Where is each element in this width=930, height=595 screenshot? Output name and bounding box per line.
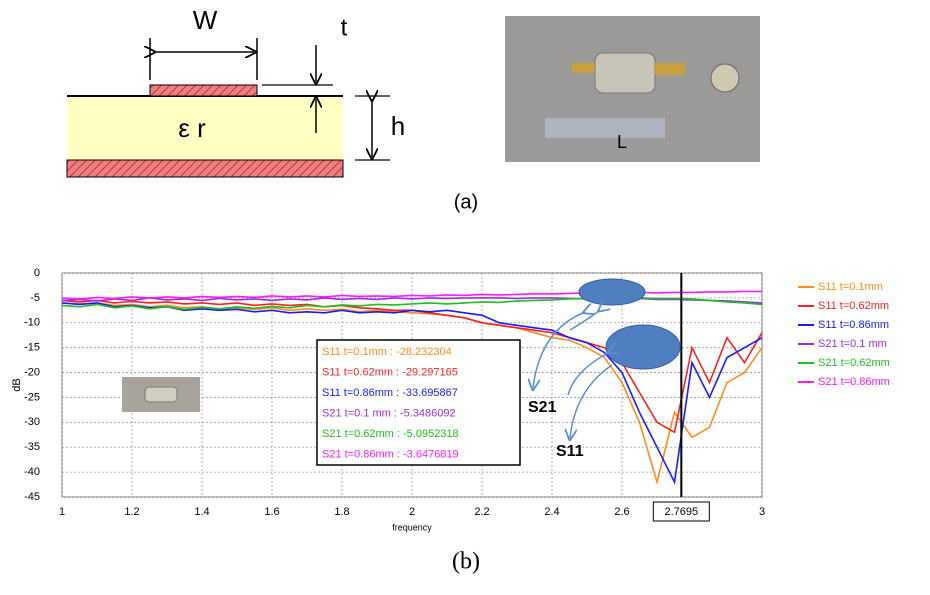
y-axis-label: dB — [11, 378, 23, 391]
readout-box — [317, 340, 520, 465]
y-tick-label: -40 — [24, 466, 40, 478]
y-tick-label: -25 — [24, 391, 40, 403]
highlight — [579, 279, 645, 305]
y-tick-label: -15 — [24, 342, 40, 354]
readout: S21 t=0.1 mm : -5.3486092 — [322, 407, 456, 419]
x-tick-label: 1.4 — [194, 506, 209, 518]
highlight — [606, 325, 680, 369]
legend-label: S21 t=0.1 mm — [818, 338, 887, 350]
x-tick-label: 1.6 — [264, 506, 279, 518]
chart: 0 -5 -10 -15 -20 -25 -30 -35 -40 -45 1 1.2 1.4 1.6 1.8… — [11, 267, 890, 532]
y-tick-label: -45 — [24, 491, 40, 503]
connector — [655, 63, 685, 75]
photo-shadow — [545, 118, 665, 138]
figure: W t ε r h L (a) (b) 0 -5 -10 -15 -20 -25 -30 -3… — [0, 0, 930, 590]
y-tick-label: 0 — [34, 267, 40, 279]
annotation: S21 — [528, 399, 557, 416]
legend-label: S11 t=0.62mm — [818, 300, 889, 312]
marker-label: 2.7695 — [664, 506, 698, 518]
x-tick-label: 2.2 — [474, 506, 489, 518]
strip — [150, 85, 257, 96]
x-tick-label: 3 — [759, 506, 765, 518]
caption: (a) — [454, 191, 478, 213]
readout: S11 t=0.1mm : -28.232304 — [322, 346, 452, 358]
inset-device — [145, 387, 177, 402]
caption: (b) — [452, 549, 480, 575]
x-tick-label: 2.4 — [544, 506, 559, 518]
x-tick-label: 2.6 — [614, 506, 629, 518]
readout: S11 t=0.62mm : -29.297165 — [322, 366, 458, 378]
label: W — [193, 5, 218, 35]
readout: S11 t=0.86mm : -33.695867 — [322, 387, 458, 399]
connector-end — [711, 64, 739, 92]
legend-label: S11 t=0.1mm — [818, 281, 883, 293]
device-body — [595, 53, 655, 93]
x-tick-label: 1.8 — [334, 506, 349, 518]
x-tick-label: 2 — [409, 506, 415, 518]
readout: S21 t=0.62mm : -5.0952318 — [322, 428, 459, 440]
device-photo: L — [505, 16, 760, 162]
y-tick-label: -20 — [24, 366, 40, 378]
x-tick-label: 1.2 — [124, 506, 139, 518]
microstrip-diagram: W t ε r h — [67, 5, 405, 177]
legend-label: S21 t=0.86mm — [818, 376, 890, 388]
label: ε r — [178, 113, 206, 143]
readout: S21 t=0.86mm : -3.6476819 — [322, 448, 459, 460]
label: L — [617, 132, 627, 152]
legend-label: S11 t=0.86mm — [818, 319, 889, 331]
y-tick-label: -5 — [30, 292, 40, 304]
y-tick-label: -10 — [24, 317, 40, 329]
annotation: S11 — [556, 443, 584, 460]
label: t — [341, 14, 348, 41]
y-tick-label: -30 — [24, 416, 40, 428]
ground-plane — [67, 160, 343, 177]
x-tick-label: 1 — [59, 506, 65, 518]
label: h — [391, 111, 405, 141]
y-tick-label: -35 — [24, 441, 40, 453]
legend-label: S21 t=0.62mm — [818, 357, 890, 369]
x-axis-label: frequency — [392, 522, 432, 532]
